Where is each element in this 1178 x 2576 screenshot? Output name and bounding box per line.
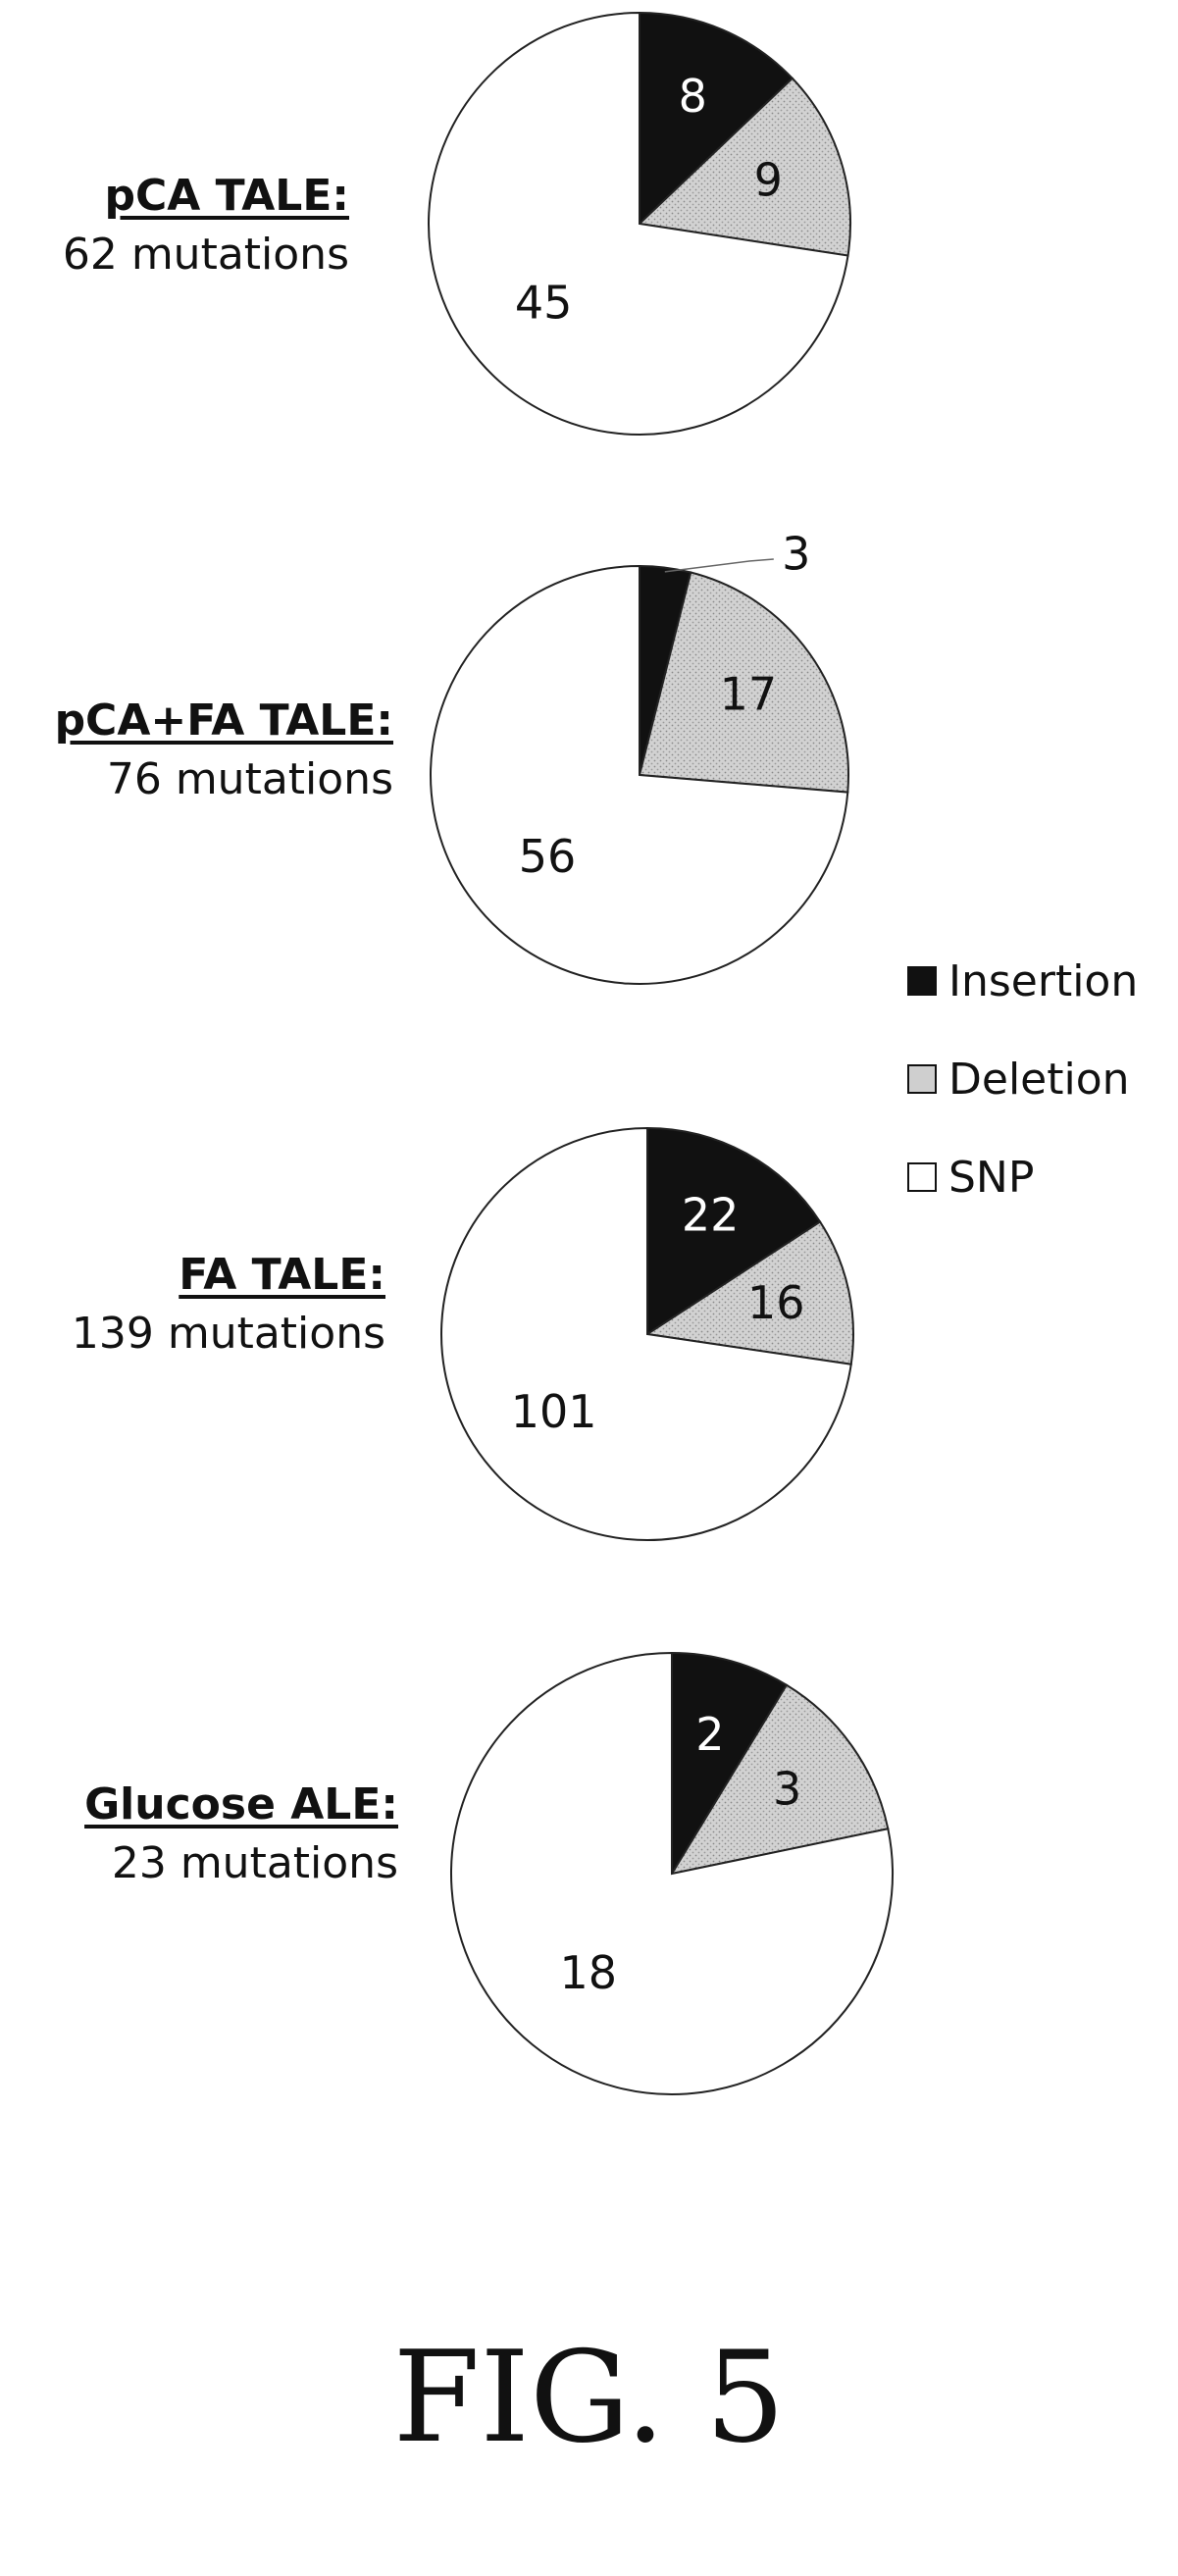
chart-title: pCA+FA TALE: [54, 696, 393, 746]
legend-swatch [907, 1064, 937, 1094]
legend-label: Deletion [948, 1054, 1130, 1105]
slice-snp [428, 11, 849, 436]
slice-deletion [644, 1220, 854, 1365]
chart-label-glucose-ale: Glucose ALE: 23 mutations [84, 1776, 398, 1893]
chart-subtitle: 23 mutations [111, 1838, 398, 1888]
chart-subtitle: 62 mutations [62, 230, 349, 280]
legend-label: SNP [948, 1152, 1035, 1203]
slice-deletion [669, 1683, 890, 1876]
legend-item-insertion: Insertion [907, 932, 1138, 1030]
chart-subtitle: 76 mutations [106, 754, 393, 804]
chart-title: Glucose ALE: [84, 1779, 398, 1829]
slice-value-label: 101 [511, 1385, 597, 1438]
chart-title: pCA TALE: [104, 171, 350, 221]
slice-deletion [638, 571, 849, 794]
legend-label: Insertion [948, 955, 1139, 1006]
slice-value-label: 18 [560, 1946, 618, 1999]
legend: Insertion Deletion SNP [907, 932, 1138, 1226]
legend-item-deletion: Deletion [907, 1030, 1138, 1128]
slice-insertion [639, 11, 794, 227]
slice-value-label: 17 [720, 667, 778, 720]
slice-value-label: 3 [773, 1762, 801, 1815]
legend-item-snp: SNP [907, 1128, 1138, 1226]
slice-value-label: 22 [682, 1188, 740, 1241]
chart-title: FA TALE: [179, 1250, 385, 1300]
slice-value-label: 45 [515, 277, 573, 330]
chart-label-fa-tale: FA TALE: 139 mutations [72, 1246, 385, 1364]
slice-insertion [671, 1651, 789, 1878]
slice-value-label: 8 [679, 70, 707, 123]
chart-label-pca-fa-tale: pCA+FA TALE: 76 mutations [55, 692, 393, 809]
slice-value-label: 16 [747, 1276, 805, 1329]
slice-deletion [637, 77, 851, 257]
slice-value-label: 56 [519, 830, 577, 883]
figure-caption: FIG. 5 [392, 2325, 786, 2471]
slice-value-label: 9 [754, 153, 783, 206]
legend-swatch [907, 1162, 937, 1192]
slice-snp [450, 1651, 894, 2095]
legend-swatch [907, 966, 937, 996]
slice-value-label: 3 [782, 528, 810, 581]
slice-snp [440, 1126, 852, 1541]
slice-insertion [646, 1126, 822, 1336]
slice-snp [430, 564, 849, 985]
slice-value-label: 2 [695, 1708, 724, 1761]
chart-subtitle: 139 mutations [71, 1309, 385, 1359]
chart-label-pca-tale: pCA TALE: 62 mutations [63, 167, 349, 284]
slice-leader-line [664, 558, 774, 573]
